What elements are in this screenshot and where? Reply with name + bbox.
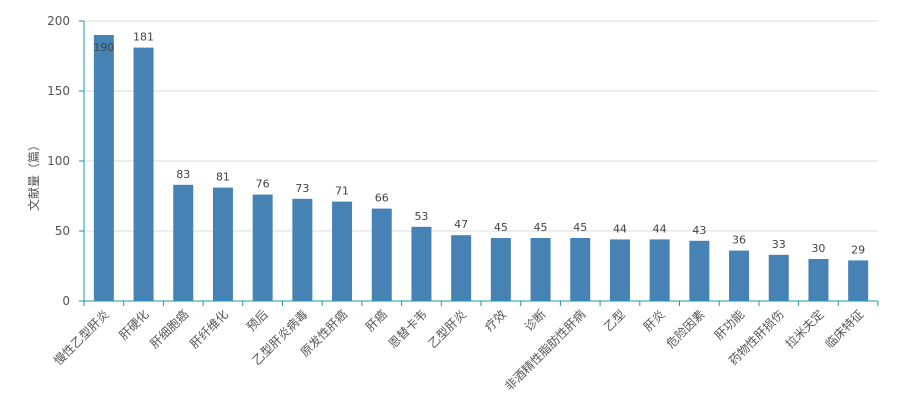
bar[interactable] (93, 35, 114, 301)
data-label: 66 (375, 192, 389, 205)
bar[interactable] (609, 239, 630, 301)
x-category-label: 恩替卡韦 (386, 307, 430, 351)
data-label: 33 (772, 238, 786, 251)
bar[interactable] (371, 208, 392, 301)
bar[interactable] (411, 226, 432, 301)
data-label: 181 (133, 31, 154, 44)
y-tick-label: 50 (55, 224, 70, 238)
data-label: 76 (256, 178, 270, 191)
bar[interactable] (451, 235, 472, 301)
x-category-label: 慢性乙型肝炎 (51, 307, 112, 368)
bar[interactable] (530, 238, 551, 301)
x-category-label: 肝纤维化 (187, 307, 231, 351)
bar[interactable] (173, 184, 194, 301)
bar[interactable] (649, 239, 670, 301)
data-label: 29 (851, 243, 865, 256)
x-category-label: 诊断 (521, 307, 549, 335)
bar[interactable] (490, 238, 511, 301)
data-label: 45 (534, 221, 548, 234)
bar[interactable] (133, 47, 154, 301)
data-label: 45 (494, 221, 508, 234)
x-category-label: 乙型 (601, 307, 628, 334)
data-label: 45 (573, 221, 587, 234)
bars (93, 35, 869, 301)
data-label: 81 (216, 171, 230, 184)
x-category-label: 预后 (244, 307, 271, 334)
bar[interactable] (689, 240, 710, 301)
x-category-label: 乙型肝炎 (425, 307, 469, 351)
gridlines (84, 20, 878, 232)
x-category-label: 拉米夫定 (782, 307, 827, 352)
y-axis-title: 文献量（篇） (26, 139, 41, 211)
y-tick-label: 100 (47, 154, 70, 168)
data-label: 73 (295, 182, 309, 195)
x-category-label: 肝癌 (362, 307, 390, 335)
x-category-label: 肝硬化 (116, 307, 151, 342)
bar[interactable] (729, 250, 750, 301)
data-label: 190 (93, 41, 114, 54)
data-label: 53 (414, 210, 428, 223)
data-label: 43 (692, 224, 706, 237)
data-label: 47 (454, 218, 468, 231)
bar[interactable] (768, 254, 789, 301)
bar[interactable] (292, 198, 313, 301)
x-category-label: 肝细胞癌 (147, 307, 192, 352)
x-category-label: 疗效 (481, 307, 509, 335)
y-tick-label: 150 (47, 84, 70, 98)
y-tick-label: 200 (47, 14, 70, 28)
bar[interactable] (570, 238, 591, 301)
x-category-label: 临床特征 (822, 307, 867, 352)
data-label: 30 (811, 242, 825, 255)
bar[interactable] (252, 194, 273, 301)
bar[interactable] (848, 260, 869, 301)
data-label: 83 (176, 168, 190, 181)
x-category-label: 肝炎 (641, 307, 668, 334)
data-label: 71 (335, 185, 349, 198)
x-category-label: 危险因素 (663, 307, 708, 352)
data-label: 36 (732, 234, 746, 247)
data-label: 44 (653, 222, 667, 235)
x-category-label: 肝功能 (712, 307, 747, 342)
bar[interactable] (332, 201, 353, 301)
y-tick-label: 0 (62, 294, 70, 308)
data-label: 44 (613, 222, 627, 235)
data-labels: 190 181 83 81 76 73 71 66 53 47 45 45 45 44 44 43 36 33 30… (93, 31, 865, 257)
bar[interactable] (808, 259, 829, 301)
bar[interactable] (212, 187, 233, 301)
